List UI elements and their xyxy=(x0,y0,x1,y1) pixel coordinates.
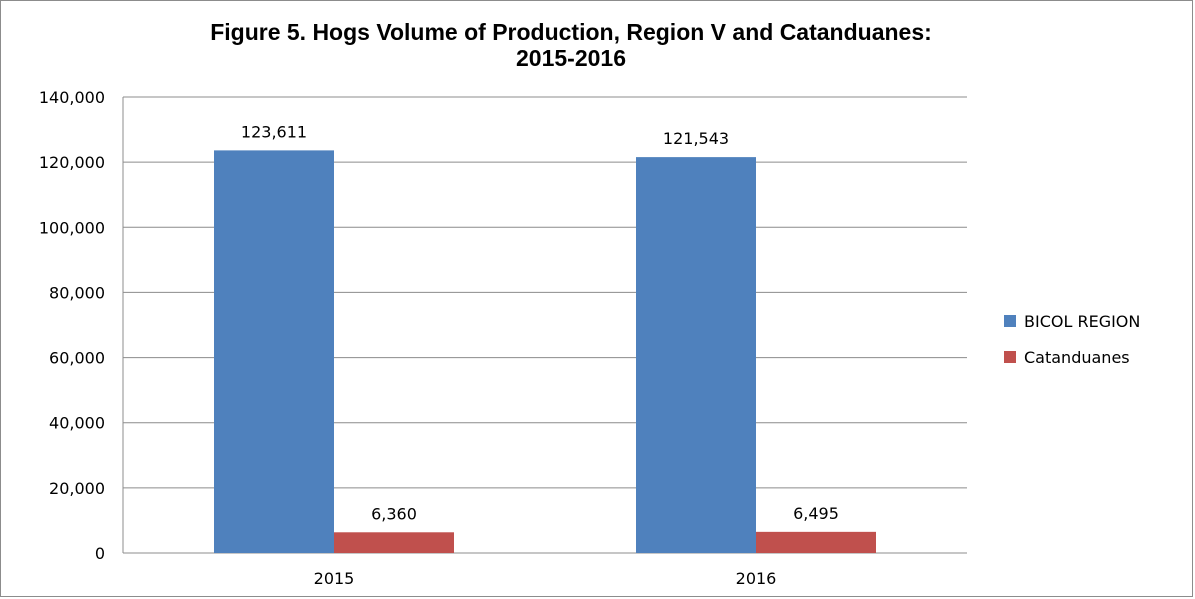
chart-title: Figure 5. Hogs Volume of Production, Reg… xyxy=(61,19,1081,71)
data-label: 6,360 xyxy=(371,504,417,523)
x-tick-label: 2015 xyxy=(314,569,355,588)
legend-swatch-catanduanes xyxy=(1004,351,1016,363)
y-tick-label: 20,000 xyxy=(49,479,105,498)
data-label: 121,543 xyxy=(663,129,729,148)
bar xyxy=(756,531,876,553)
bar xyxy=(334,532,454,553)
bar xyxy=(636,157,756,554)
data-label: 6,495 xyxy=(793,504,839,523)
chart-title-line-1: Figure 5. Hogs Volume of Production, Reg… xyxy=(210,19,932,45)
y-tick-label: 80,000 xyxy=(49,283,105,302)
legend-swatch-bicol-region xyxy=(1004,315,1016,327)
legend-item-bicol-region: BICOL REGION xyxy=(1004,311,1140,331)
x-tick-label: 2016 xyxy=(736,569,777,588)
y-tick-label: 120,000 xyxy=(39,153,105,172)
legend: BICOL REGION Catanduanes xyxy=(1004,311,1140,383)
data-label: 123,611 xyxy=(241,122,307,141)
y-tick-label: 0 xyxy=(95,544,105,563)
y-tick-label: 100,000 xyxy=(39,218,105,237)
legend-item-catanduanes: Catanduanes xyxy=(1004,347,1140,367)
legend-label-catanduanes: Catanduanes xyxy=(1024,347,1130,367)
y-tick-label: 40,000 xyxy=(49,414,105,433)
y-tick-label: 140,000 xyxy=(39,88,105,107)
y-tick-label: 60,000 xyxy=(49,349,105,368)
chart-title-line-2: 2015-2016 xyxy=(516,45,626,71)
legend-label-bicol-region: BICOL REGION xyxy=(1024,311,1141,331)
bar xyxy=(214,150,334,553)
